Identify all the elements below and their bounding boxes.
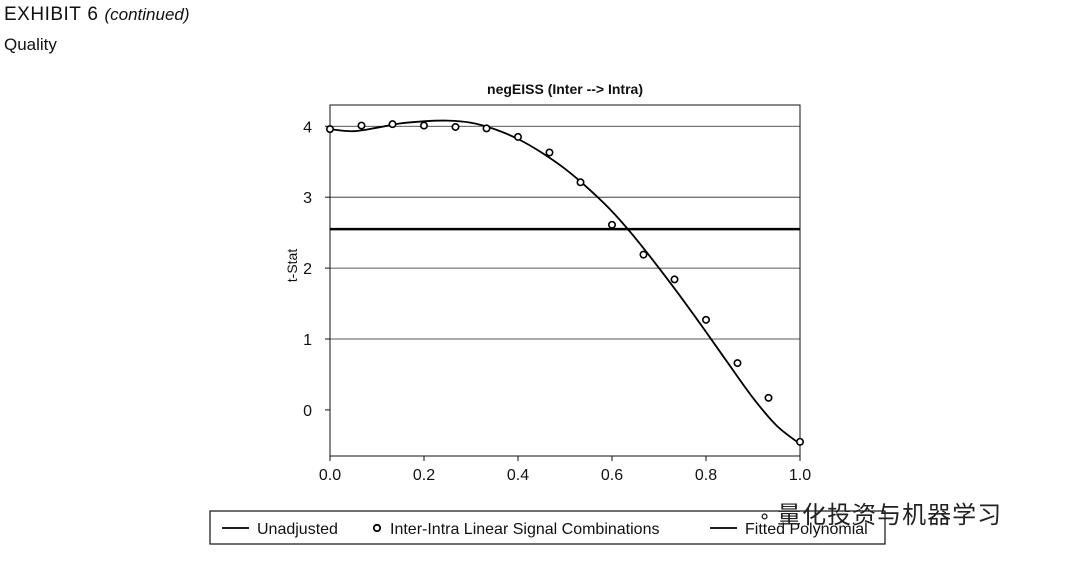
legend-box <box>209 510 886 545</box>
exhibit-label: EXHIBIT <box>4 4 82 25</box>
legend-label-combinations: Inter-Intra Linear Signal Combinations <box>390 521 659 538</box>
y-tick-label-2: 2 <box>303 261 312 278</box>
x-tick-label-0.6: 0.6 <box>601 467 623 484</box>
data-point-15 <box>795 437 804 446</box>
data-point-2 <box>388 120 397 129</box>
x-tick-label-0.2: 0.2 <box>413 467 435 484</box>
plot-area <box>329 104 801 457</box>
exhibit-continued: (continued) <box>104 5 190 24</box>
data-point-6 <box>513 132 522 141</box>
data-point-1 <box>357 121 366 130</box>
section-title: Quality <box>4 35 57 54</box>
data-point-14 <box>764 393 773 402</box>
y-tick-label-1: 1 <box>303 332 312 349</box>
legend-label-unadjusted: Unadjusted <box>257 521 338 538</box>
y-tick-label-3: 3 <box>303 190 312 207</box>
data-point-10 <box>639 250 648 259</box>
chart-title: negEISS (Inter --> Intra) <box>487 81 643 97</box>
data-point-8 <box>576 178 585 187</box>
legend-marker-combinations <box>372 523 382 533</box>
y-tick-label-0: 0 <box>303 403 312 420</box>
data-point-12 <box>701 315 710 324</box>
watermark-text: 量化投资与机器学习 <box>777 501 1003 529</box>
y-axis-label: t-Stat <box>284 249 300 283</box>
data-point-0 <box>325 125 334 134</box>
x-tick-label-1.0: 1.0 <box>789 467 811 484</box>
data-point-5 <box>482 124 491 133</box>
data-point-4 <box>451 122 460 131</box>
x-tick-label-0.0: 0.0 <box>319 467 341 484</box>
exhibit-number: 6 <box>87 4 99 25</box>
data-point-9 <box>607 220 616 229</box>
watermark: ⚬ 量化投资与机器学习 <box>757 495 1002 530</box>
data-point-11 <box>670 275 679 284</box>
y-tick-label-4: 4 <box>303 119 312 136</box>
data-point-3 <box>419 121 428 130</box>
data-point-13 <box>733 359 742 368</box>
wechat-icon: ⚬ <box>757 507 774 528</box>
x-tick-label-0.4: 0.4 <box>507 467 529 484</box>
x-tick-label-0.8: 0.8 <box>695 467 717 484</box>
legend-label-fitted: Fitted Polynomial <box>745 521 868 538</box>
exhibit-heading: EXHIBIT 6 (continued) <box>4 4 190 26</box>
data-point-7 <box>545 148 554 157</box>
fitted-polynomial-curve <box>329 119 801 445</box>
